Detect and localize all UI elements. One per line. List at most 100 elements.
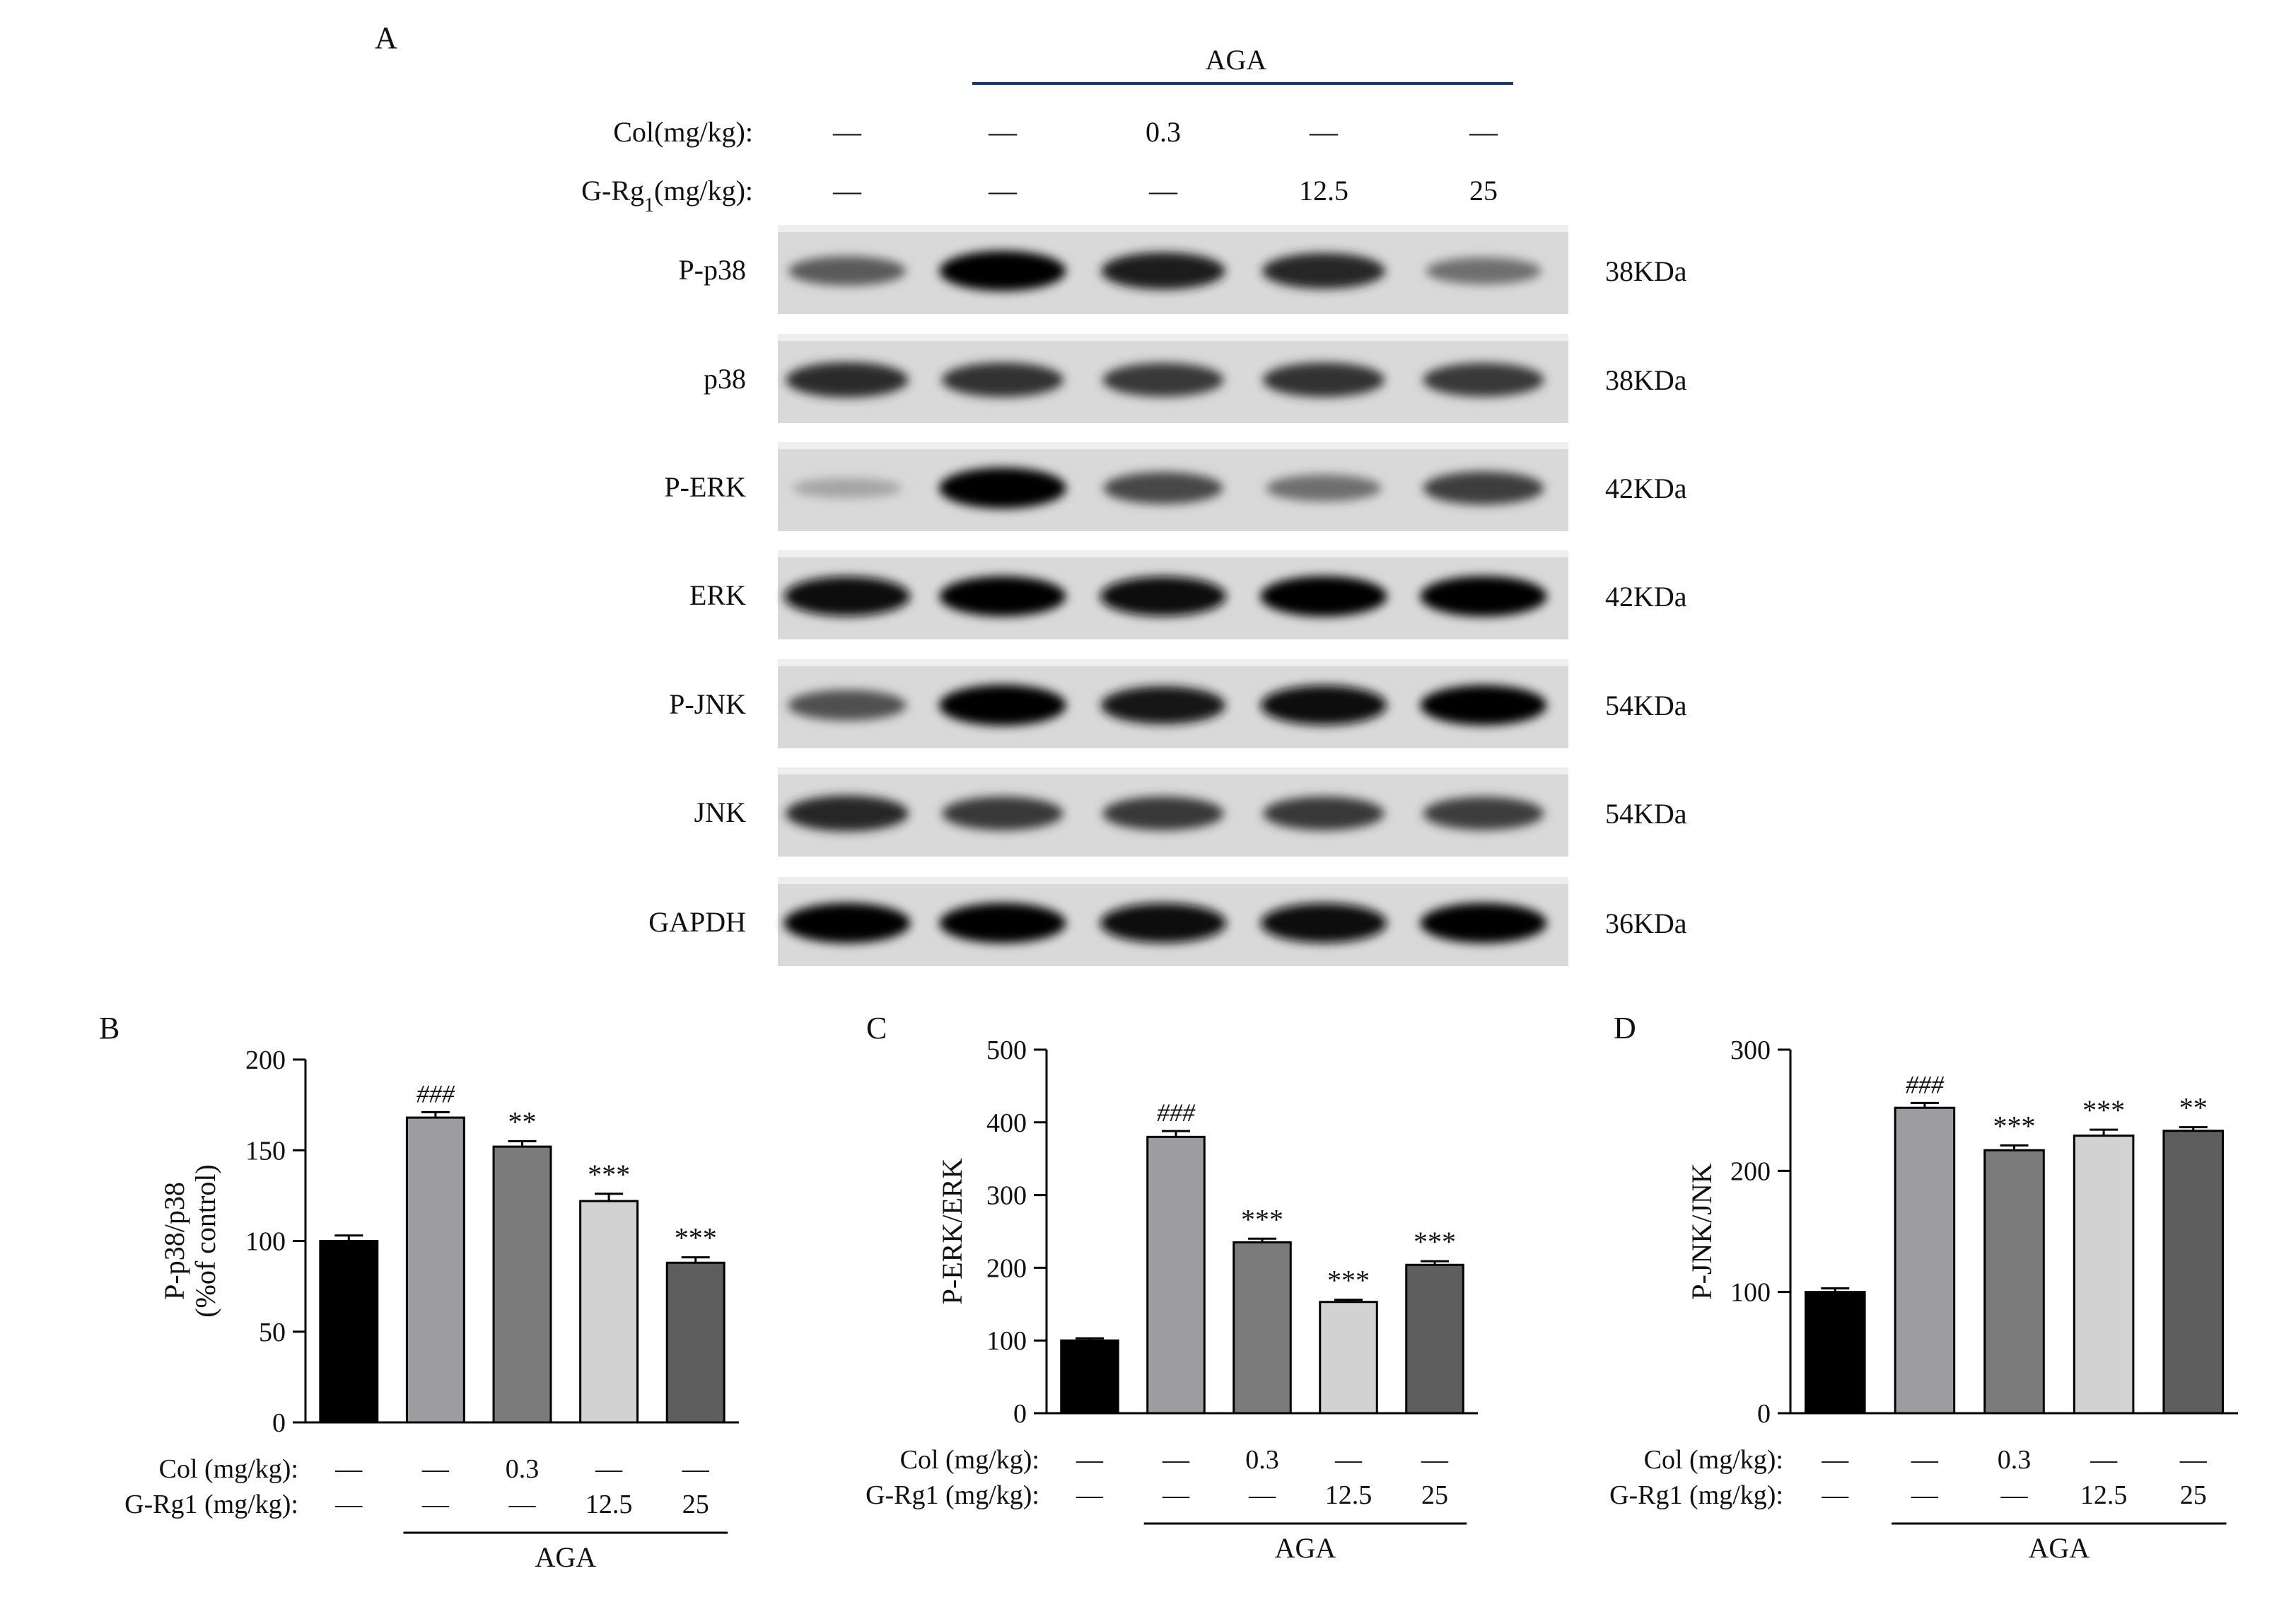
treatment-value: 12.5 — [2080, 1480, 2128, 1510]
y-tick-label: 100 — [986, 1326, 1027, 1356]
significance-annotation: *** — [588, 1159, 630, 1190]
treatment-label: G-Rg1 (mg/kg): — [124, 1490, 298, 1519]
blot-membrane-edge — [778, 550, 1568, 557]
blot-protein-label: JNK — [694, 796, 746, 828]
treatment-value: — — [508, 1490, 537, 1519]
y-tick-label: 300 — [1730, 1035, 1771, 1065]
blot-band — [1100, 686, 1226, 724]
blot-band — [939, 250, 1066, 291]
bar — [1983, 1149, 2045, 1415]
treatment-value: — — [1309, 116, 1339, 148]
blot-weight-label: 38KDa — [1605, 364, 1687, 396]
treatment-value: — — [832, 175, 862, 207]
treatment-value: — — [1469, 116, 1498, 148]
blot-band — [1101, 252, 1225, 290]
group-label: AGA — [2028, 1532, 2090, 1564]
treatment-value: 12.5 — [1299, 175, 1348, 207]
panel-label: B — [99, 1011, 120, 1045]
blot-protein-label: P-JNK — [669, 688, 746, 720]
treatment-value: 25 — [682, 1490, 709, 1519]
treatment-label: Col (mg/kg): — [900, 1445, 1039, 1475]
panel-label: D — [1614, 1011, 1636, 1045]
bar — [2073, 1135, 2135, 1415]
y-tick-label: 300 — [986, 1181, 1027, 1211]
blot-row: GAPDH 36KDa — [648, 877, 1687, 966]
blot-rows: P-p38 38KDa p38 38KDa P-ERK 42KDa ERK 42KDa P-JN… — [648, 225, 1687, 966]
significance-annotation: ** — [2179, 1092, 2208, 1124]
group-label: AGA — [1275, 1532, 1336, 1564]
panel-a-label: A — [375, 21, 397, 55]
treatment-value: — — [1162, 1480, 1190, 1510]
blot-weight-label: 42KDa — [1605, 581, 1687, 613]
significance-annotation: *** — [1327, 1265, 1370, 1296]
treatment-label: Col (mg/kg): — [159, 1454, 298, 1484]
treatment-value: 0.3 — [1998, 1445, 2032, 1475]
bar — [1319, 1301, 1378, 1415]
blot-row: p38 38KDa — [704, 334, 1687, 423]
blot-band — [1102, 796, 1224, 830]
treatment-value: — — [334, 1490, 363, 1519]
blot-membrane-edge — [778, 877, 1568, 884]
treatment-value: — — [1148, 175, 1178, 207]
bar — [579, 1200, 639, 1424]
blot-band — [1420, 576, 1547, 617]
treatment-value: — — [1911, 1445, 1939, 1475]
y-tick-label: 100 — [1730, 1278, 1771, 1308]
blot-row: ERK 42KDa — [689, 550, 1687, 639]
bar — [1805, 1291, 1866, 1415]
blot-weight-label: 36KDa — [1605, 907, 1687, 939]
treatment-value: — — [1911, 1480, 1939, 1510]
blot-row: P-JNK 54KDa — [669, 659, 1687, 748]
treatment-value: — — [2179, 1445, 2208, 1475]
panel-label: C — [866, 1011, 887, 1045]
blot-membrane-edge — [778, 659, 1568, 666]
group-label: AGA — [535, 1541, 596, 1573]
blot-band — [1260, 576, 1387, 617]
y-tick-label: 150 — [245, 1136, 286, 1166]
bar — [319, 1240, 379, 1424]
blot-band — [1100, 576, 1227, 617]
significance-annotation: *** — [2082, 1094, 2125, 1126]
blot-band — [941, 362, 1064, 398]
treatment-value: — — [2090, 1445, 2118, 1475]
blot-membrane-edge — [778, 767, 1568, 775]
treatment-value: — — [1076, 1480, 1104, 1510]
treatment-value: — — [832, 116, 862, 148]
significance-annotation: *** — [1241, 1203, 1283, 1235]
blot-band — [1423, 471, 1544, 505]
treatment-value: 25 — [1421, 1480, 1448, 1510]
y-tick-label: 500 — [986, 1035, 1027, 1065]
blot-band — [1262, 362, 1385, 398]
blot-band — [1260, 685, 1387, 726]
treatment-value-grid: — — 0.3 — — — — — 12.5 25 — [832, 116, 1498, 207]
treatment-value: — — [1821, 1445, 1849, 1475]
y-tick-label: 100 — [245, 1227, 286, 1257]
blot-band — [939, 903, 1066, 944]
treatment-value: 0.3 — [1245, 1445, 1279, 1475]
blot-row: P-ERK 42KDa — [664, 442, 1687, 531]
blot-weight-label: 54KDa — [1605, 798, 1687, 830]
blot-band — [1263, 796, 1385, 830]
treatment-value: 12.5 — [585, 1490, 633, 1519]
blot-band — [1102, 363, 1224, 397]
blot-band — [783, 903, 911, 944]
y-axis-label: P-JNK/JNK — [1686, 1163, 1718, 1299]
bar — [1060, 1339, 1119, 1415]
blot-weight-label: 42KDa — [1605, 472, 1687, 504]
treatment-value: — — [1248, 1480, 1276, 1510]
significance-annotation: *** — [675, 1222, 717, 1254]
y-axis-label: P-ERK/ERK — [936, 1159, 968, 1305]
blot-membrane-edge — [778, 225, 1568, 232]
bar — [665, 1261, 725, 1424]
treatment-value: — — [1076, 1445, 1104, 1475]
treatment-label: G-Rg1 (mg/kg): — [866, 1480, 1039, 1510]
blot-band — [1426, 257, 1542, 285]
treatment-value: — — [682, 1454, 710, 1484]
blot-band — [939, 576, 1066, 617]
blot-band — [1266, 474, 1382, 502]
treatment-value: — — [1821, 1480, 1849, 1510]
blot-band — [786, 361, 909, 398]
western-blot-panel: A AGA Col(mg/kg): G-Rg1(mg/kg): — —0.3— ——… — [375, 21, 1687, 966]
